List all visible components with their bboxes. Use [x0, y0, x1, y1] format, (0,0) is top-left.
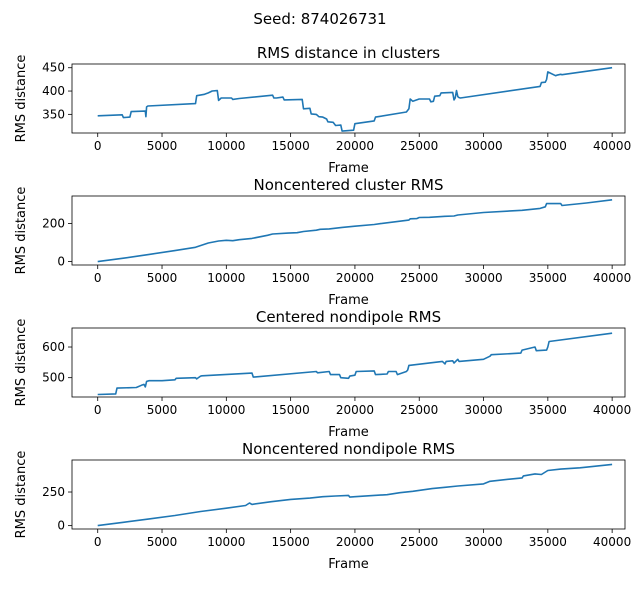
- x-tick-label: 15000: [272, 535, 310, 549]
- x-tick-label: 5000: [147, 139, 178, 153]
- chart-panel-1: RMS distance in clusters 0 5000 10000 15000 2…: [14, 44, 631, 176]
- x-tick-label: 25000: [400, 403, 438, 417]
- x-tick-label: 40000: [593, 271, 631, 285]
- x-tick-label: 20000: [336, 535, 374, 549]
- axes-frame: [71, 195, 626, 266]
- y-axis-label: RMS distance: [14, 55, 29, 143]
- panel-title: RMS distance in clusters: [257, 44, 440, 62]
- x-tick-label: 30000: [464, 139, 502, 153]
- x-tick-label: 15000: [272, 139, 310, 153]
- x-tick-label: 25000: [400, 535, 438, 549]
- x-tick-label: 20000: [336, 403, 374, 417]
- x-tick-label: 25000: [400, 271, 438, 285]
- y-axis-label: RMS distance: [14, 319, 29, 407]
- x-tick-label: 10000: [207, 535, 245, 549]
- y-tick-label: 400: [42, 84, 65, 98]
- x-tick-label: 40000: [593, 403, 631, 417]
- x-tick-label: 30000: [464, 271, 502, 285]
- x-tick-label: 40000: [593, 535, 631, 549]
- x-tick-label: 20000: [336, 139, 374, 153]
- x-tick-label: 15000: [272, 271, 310, 285]
- x-tick-label: 35000: [529, 271, 567, 285]
- axes-frame: [71, 327, 626, 398]
- x-tick-label: 0: [94, 271, 102, 285]
- x-tick-label: 30000: [464, 403, 502, 417]
- x-tick-label: 35000: [529, 403, 567, 417]
- y-tick-label: 500: [42, 371, 65, 385]
- panel-title: Noncentered cluster RMS: [253, 176, 443, 194]
- series-line: [97, 199, 613, 263]
- x-tick-label: 0: [94, 139, 102, 153]
- y-axis-label: RMS distance: [14, 187, 29, 275]
- y-tick-label: 450: [42, 61, 65, 75]
- y-tick-label: 0: [57, 519, 65, 533]
- series-line: [97, 66, 613, 132]
- x-axis-label: Frame: [328, 161, 369, 176]
- panel-title: Noncentered nondipole RMS: [242, 440, 455, 458]
- x-tick-label: 35000: [529, 139, 567, 153]
- y-tick-label: 250: [42, 485, 65, 499]
- y-tick-label: 600: [42, 340, 65, 354]
- chart-panel-2: Noncentered cluster RMS 0 5000 10000 15000 20…: [14, 176, 631, 308]
- chart-panel-3: Centered nondipole RMS 0 5000 10000 15000 200…: [14, 308, 631, 440]
- x-tick-label: 20000: [336, 271, 374, 285]
- y-tick-label: 200: [42, 217, 65, 231]
- x-tick-label: 10000: [207, 139, 245, 153]
- y-axis-label: RMS distance: [14, 451, 29, 539]
- figure-suptitle: Seed: 874026731: [253, 10, 386, 28]
- series-line: [97, 463, 613, 527]
- chart-panel-4: Noncentered nondipole RMS 0 5000 10000 15000…: [14, 440, 631, 572]
- x-tick-label: 5000: [147, 535, 178, 549]
- y-tick-label: 350: [42, 107, 65, 121]
- x-axis-label: Frame: [328, 293, 369, 308]
- x-axis-label: Frame: [328, 425, 369, 440]
- panel-title: Centered nondipole RMS: [256, 308, 441, 326]
- x-tick-label: 30000: [464, 535, 502, 549]
- x-axis-label: Frame: [328, 557, 369, 572]
- series-line: [97, 332, 613, 396]
- y-tick-label: 0: [57, 255, 65, 269]
- x-tick-label: 0: [94, 403, 102, 417]
- axes-frame: [71, 63, 626, 134]
- x-tick-label: 10000: [207, 403, 245, 417]
- x-tick-label: 5000: [147, 403, 178, 417]
- x-tick-label: 25000: [400, 139, 438, 153]
- axes-frame: [71, 459, 626, 530]
- x-tick-label: 15000: [272, 403, 310, 417]
- x-tick-label: 35000: [529, 535, 567, 549]
- x-tick-label: 10000: [207, 271, 245, 285]
- x-tick-label: 0: [94, 535, 102, 549]
- x-tick-label: 5000: [147, 271, 178, 285]
- x-tick-label: 40000: [593, 139, 631, 153]
